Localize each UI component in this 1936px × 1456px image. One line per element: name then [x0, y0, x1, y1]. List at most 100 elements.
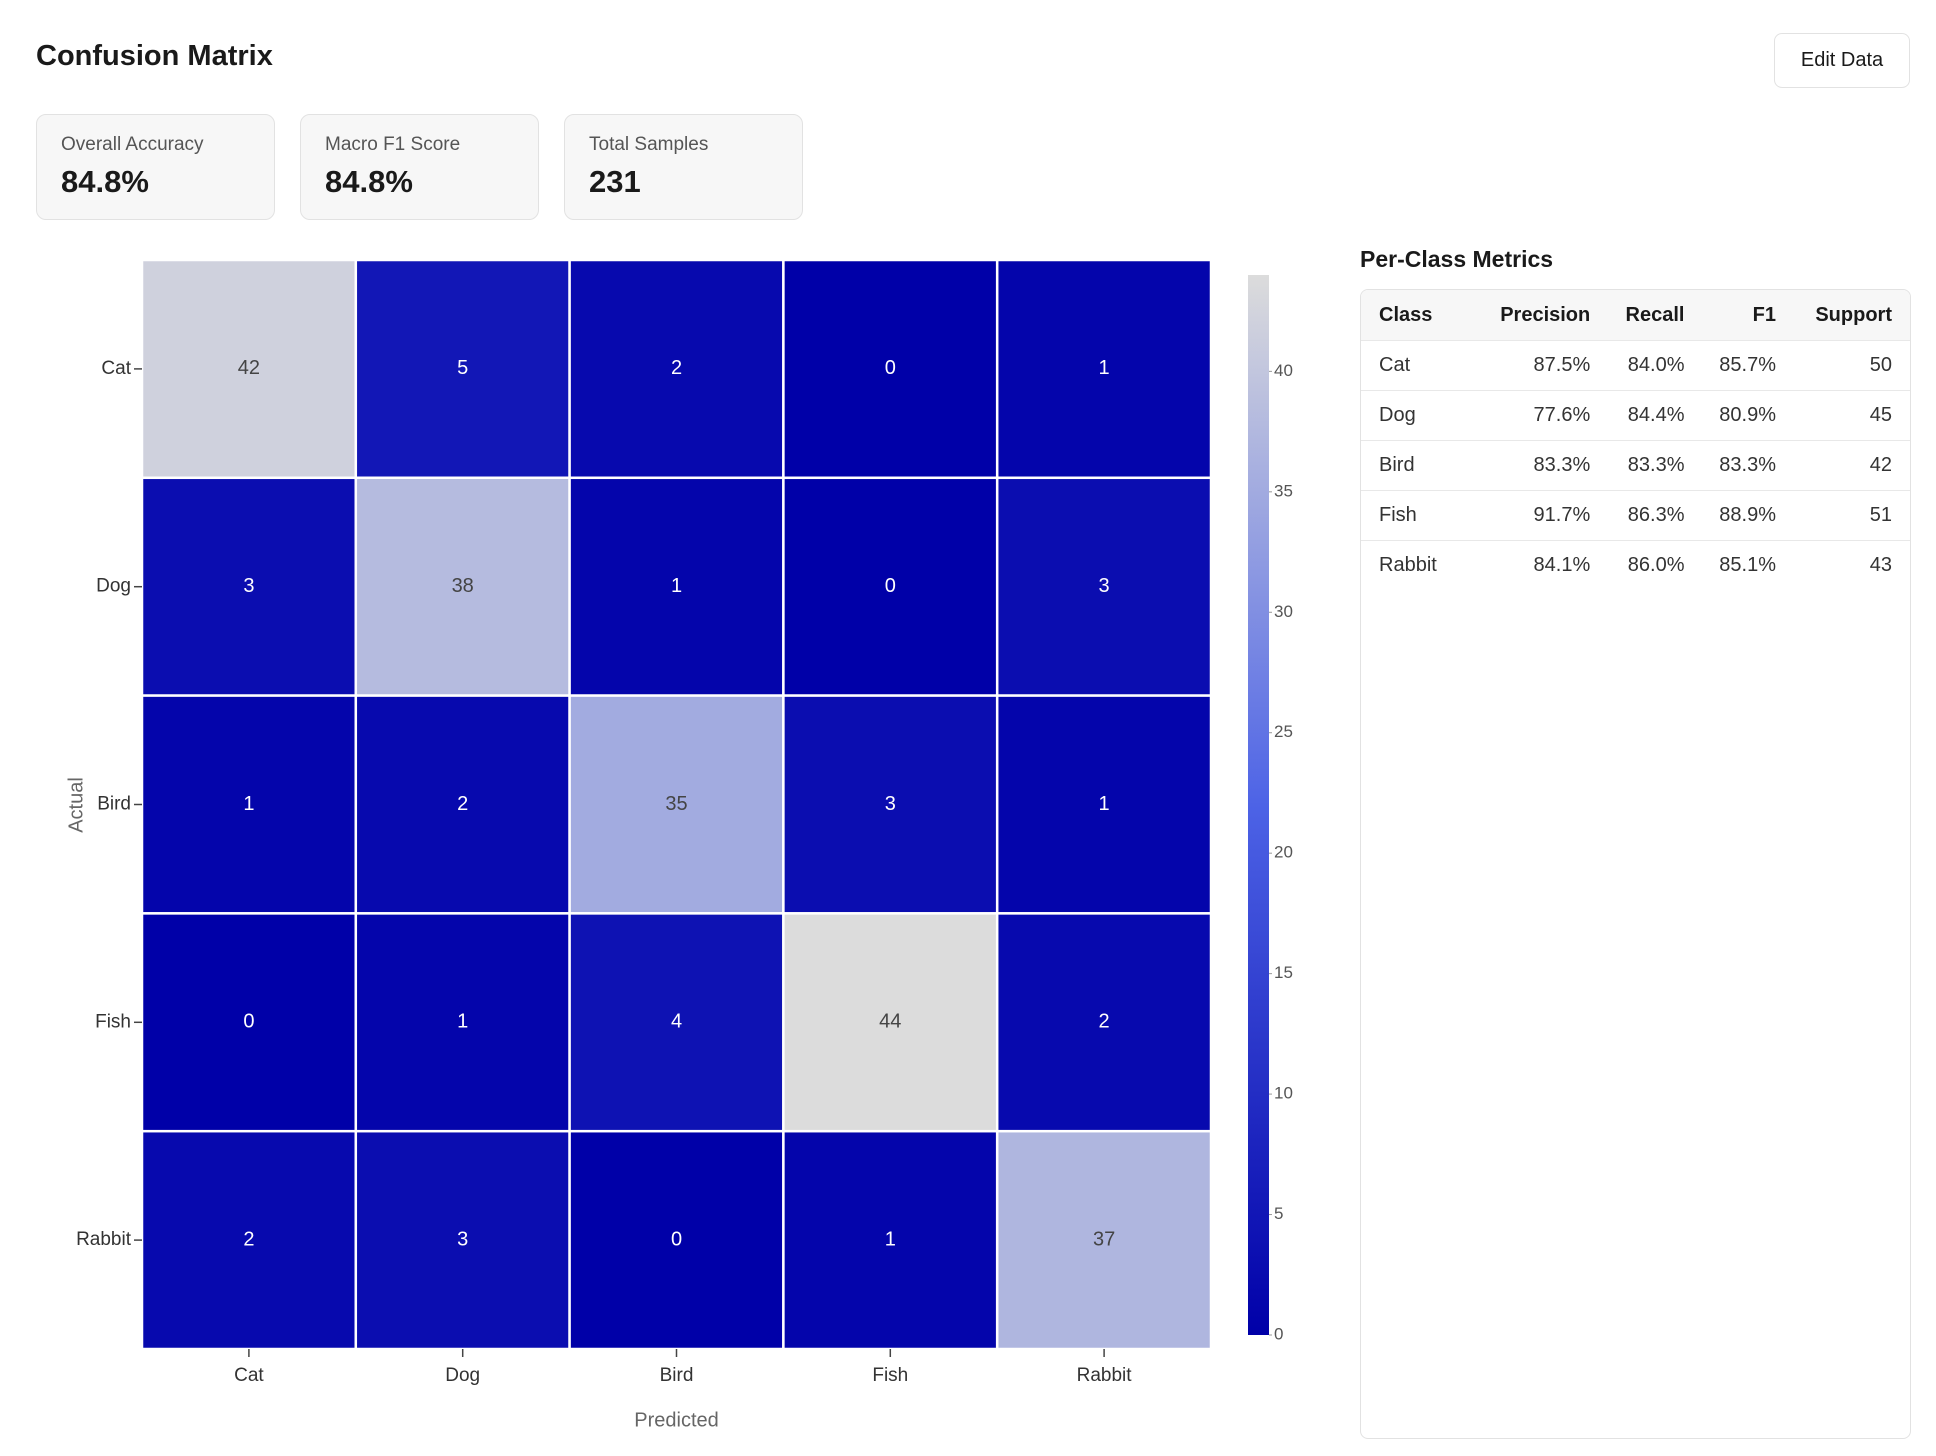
table-row: Fish 91.7% 86.3% 88.9% 51 [1361, 490, 1910, 541]
metric-value: 84.8% [325, 164, 413, 199]
heatmap-cell [995, 912, 1213, 1133]
cell-label: 2 [1099, 1011, 1110, 1033]
cell-label: 1 [671, 575, 682, 597]
colorbar-tick-label: 5 [1274, 1204, 1283, 1223]
heatmap-cell [354, 694, 571, 915]
cell-label: 3 [457, 1228, 468, 1250]
cell-label: 42 [238, 357, 260, 379]
table-row: Dog 77.6% 84.4% 80.9% 45 [1361, 390, 1910, 441]
metric-card: Macro F1 Score 84.8% [300, 114, 539, 220]
heatmap-cell [995, 1129, 1213, 1351]
table-cell: 83.3% [1475, 440, 1609, 491]
table-cell: Dog [1361, 390, 1476, 441]
colorbar [1248, 275, 1269, 1335]
table-cell: 83.3% [1702, 440, 1794, 491]
heatmap-cell [782, 694, 999, 915]
table-row: Cat 87.5% 84.0% 85.7% 50 [1361, 340, 1910, 391]
x-tick-label: Cat [234, 1365, 264, 1386]
table-box: Class Precision Recall F1 Support Cat 87.5% 84.… [1360, 289, 1911, 1439]
page-title: Confusion Matrix [36, 40, 273, 72]
colorbar-tick-label: 20 [1274, 843, 1293, 862]
column-header: Support [1794, 290, 1910, 341]
y-axis-label: Actual [65, 777, 87, 833]
table-cell: 83.3% [1608, 440, 1703, 491]
metric-value: 231 [589, 164, 641, 199]
heatmap-cell [140, 1129, 358, 1351]
column-header: Precision [1475, 290, 1609, 341]
table-cell: 84.1% [1475, 540, 1609, 590]
cell-label: 3 [243, 575, 254, 597]
cell-label: 2 [671, 357, 682, 379]
table-cell: 80.9% [1702, 390, 1794, 441]
table-cell: 84.0% [1608, 340, 1703, 391]
table-cell: 87.5% [1475, 340, 1609, 391]
cell-label: 38 [452, 575, 474, 597]
y-tick-label: Cat [101, 358, 131, 379]
column-header: Class [1361, 290, 1476, 341]
colorbar-tick-label: 10 [1274, 1084, 1293, 1103]
table-cell: 91.7% [1475, 490, 1609, 541]
table-cell: 84.4% [1608, 390, 1703, 441]
cell-label: 5 [457, 357, 468, 379]
colorbar-tick-label: 15 [1274, 963, 1293, 982]
table-cell: 88.9% [1702, 490, 1794, 541]
heatmap-cell [995, 476, 1213, 697]
x-tick-label: Rabbit [1077, 1365, 1133, 1386]
cell-label: 1 [457, 1011, 468, 1033]
heatmap-cell [354, 1129, 571, 1351]
cell-label: 37 [1093, 1228, 1115, 1250]
cell-label: 35 [665, 793, 687, 815]
cell-label: 2 [243, 1228, 254, 1250]
table-cell: Bird [1361, 440, 1476, 491]
cell-label: 0 [671, 1228, 682, 1250]
heatmap-cell [568, 258, 785, 480]
colorbar-tick-label: 35 [1274, 481, 1293, 500]
x-tick-label: Dog [445, 1365, 480, 1386]
heatmap-cell [140, 476, 358, 697]
table-row: Bird 83.3% 83.3% 83.3% 42 [1361, 440, 1910, 491]
table-cell: Fish [1361, 490, 1476, 541]
metric-label: Total Samples [589, 134, 709, 155]
table-header: Class Precision Recall F1 Support [1361, 290, 1910, 341]
heatmap-cell [568, 1129, 785, 1351]
metric-label: Overall Accuracy [61, 134, 204, 155]
table-row: Rabbit 84.1% 86.0% 85.1% 43 [1361, 540, 1910, 590]
metrics-table: Class Precision Recall F1 Support Cat 87.5% 84.… [1361, 290, 1910, 590]
heatmap-cell [354, 912, 571, 1133]
table-cell: 85.1% [1702, 540, 1794, 590]
x-tick-label: Bird [660, 1365, 694, 1386]
cell-label: 3 [885, 793, 896, 815]
cell-label: 0 [885, 357, 896, 379]
table-cell: 43 [1794, 540, 1910, 590]
table-cell: Rabbit [1361, 540, 1476, 590]
metric-value: 84.8% [61, 164, 149, 199]
heatmap-chart: 42 5 2 0 13 38 1 0 31 2 35 3 10 1 4 44 22 3 0 1 37CatDogBird… [65, 258, 1293, 1431]
heatmap-cell [568, 694, 785, 915]
y-tick-label: Fish [95, 1011, 131, 1032]
y-tick-label: Rabbit [76, 1229, 132, 1250]
heatmap-cell [782, 912, 999, 1133]
table-cell: 45 [1794, 390, 1910, 441]
cell-label: 44 [879, 1011, 901, 1033]
cell-label: 3 [1099, 575, 1110, 597]
cell-label: 1 [243, 793, 254, 815]
cell-label: 1 [885, 1228, 896, 1250]
column-header: F1 [1702, 290, 1794, 341]
table-title: Per-Class Metrics [1360, 246, 1554, 272]
heatmap-cell [995, 258, 1213, 480]
edit-data-button[interactable]: Edit Data [1774, 33, 1910, 88]
metric-card: Total Samples 231 [564, 114, 803, 220]
heatmap-cell [568, 912, 785, 1133]
cell-label: 1 [1099, 793, 1110, 815]
table-cell: 50 [1794, 340, 1910, 391]
table-cell: 42 [1794, 440, 1910, 491]
colorbar-tick-label: 25 [1274, 722, 1293, 741]
x-tick-label: Fish [872, 1365, 908, 1386]
heatmap-cell [568, 476, 785, 697]
table-cell: 51 [1794, 490, 1910, 541]
x-axis-label: Predicted [634, 1409, 719, 1431]
table-cell: 85.7% [1702, 340, 1794, 391]
heatmap-cell [140, 912, 358, 1133]
table-cell: 86.0% [1608, 540, 1703, 590]
